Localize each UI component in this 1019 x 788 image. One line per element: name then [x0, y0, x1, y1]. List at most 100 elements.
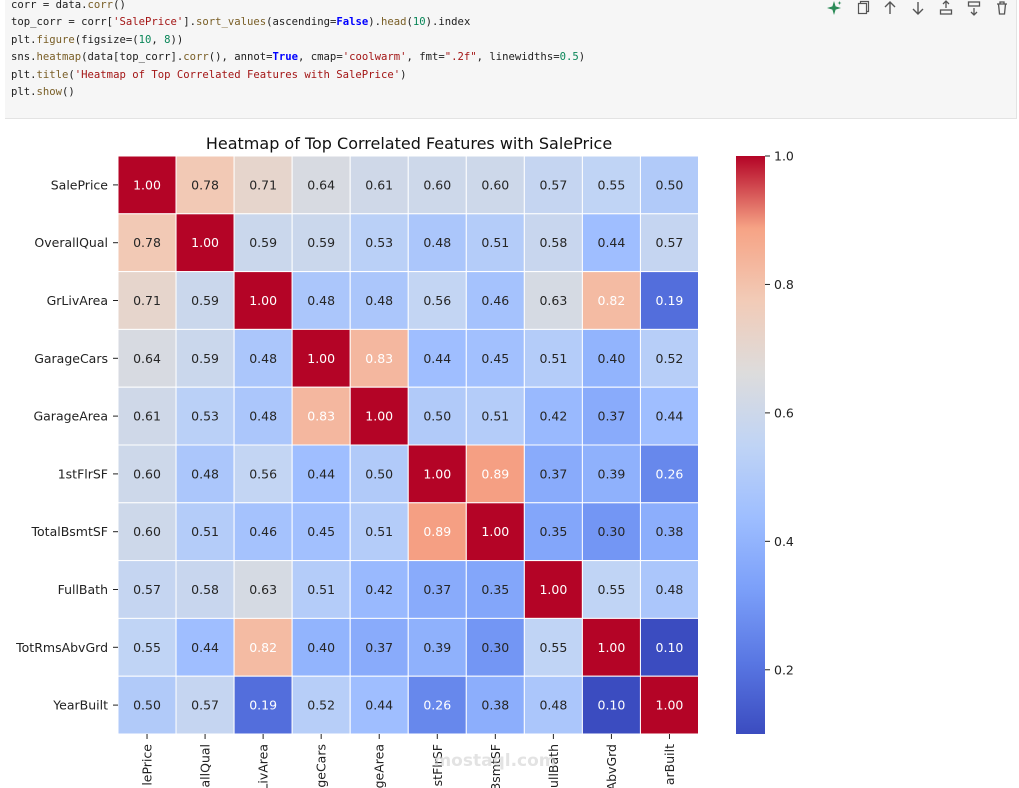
column-tick-label: stFlrSF — [430, 744, 445, 786]
column-tick-label: AbvGrd — [604, 744, 619, 788]
heatmap-cell — [349, 617, 409, 677]
heatmap-cell — [639, 502, 700, 562]
heatmap-cell — [581, 444, 641, 504]
heatmap-cell — [581, 560, 641, 619]
cell-annotation: 1.00 — [539, 582, 567, 597]
cell-annotation: 0.44 — [656, 409, 684, 424]
code-cell[interactable]: corr = data.corr() top_corr = corr['SaleP… — [5, 0, 1017, 119]
cell-annotation: 0.10 — [656, 640, 684, 655]
copy-icon — [857, 0, 870, 15]
arrow-up-button[interactable] — [876, 0, 904, 17]
cell-annotation: 0.63 — [539, 293, 567, 308]
heatmap-cell — [581, 675, 641, 735]
row-tick-label: FullBath — [58, 582, 108, 597]
insert-below-icon — [967, 1, 981, 16]
column-tick-label: 3smtSF — [488, 744, 503, 788]
heatmap-cell — [117, 271, 177, 330]
sparkle-icon — [827, 1, 842, 15]
heatmap-cell — [523, 560, 583, 619]
cell-annotation: 1.00 — [133, 177, 161, 192]
cell-annotation: 1.00 — [656, 698, 684, 713]
colorbar: 0.2 0.4 0.6 0.8 1.0 — [736, 149, 794, 734]
cell-annotation: 0.60 — [481, 177, 509, 192]
heatmap-cell — [581, 328, 641, 388]
cell-annotation: 0.52 — [656, 351, 684, 366]
cell-annotation: 0.48 — [249, 351, 277, 366]
code-editor[interactable]: corr = data.corr() top_corr = corr['SaleP… — [11, 0, 585, 101]
heatmap-cell — [407, 386, 467, 446]
row-tick-label: TotalBsmtSF — [31, 524, 108, 539]
heatmap-cell — [291, 675, 351, 735]
cell-annotation: 0.52 — [307, 698, 335, 713]
heatmap-cell — [465, 560, 525, 619]
heatmap-cell — [291, 444, 351, 504]
heatmap-cell — [407, 328, 467, 388]
cell-annotation: 0.60 — [133, 524, 161, 539]
cell-annotation: 0.19 — [249, 698, 277, 713]
colorbar-tick-label: 1.0 — [774, 149, 794, 164]
cell-annotation: 0.51 — [191, 524, 219, 539]
copy-button[interactable] — [848, 0, 876, 17]
heatmap-cell — [233, 155, 293, 215]
heatmap-cell — [117, 502, 177, 562]
heatmap-cell — [175, 560, 235, 619]
cell-annotation: 0.53 — [365, 235, 393, 250]
row-tick-label: GarageCars — [34, 351, 108, 366]
heatmap-cell — [291, 502, 351, 562]
cell-annotation: 0.59 — [191, 293, 219, 308]
cell-annotation: 0.59 — [249, 235, 277, 250]
cell-annotation: 0.59 — [307, 235, 335, 250]
code-line: corr = data.corr() — [11, 0, 126, 11]
heatmap-cell — [465, 213, 525, 273]
insert-above-button[interactable] — [932, 0, 960, 17]
cell-annotation: 0.71 — [133, 293, 161, 308]
heatmap-cell — [639, 675, 700, 735]
arrow-down-button[interactable] — [904, 0, 932, 17]
cell-annotation: 1.00 — [423, 466, 451, 481]
heatmap-cell — [117, 675, 177, 735]
cell-annotation: 1.00 — [598, 640, 626, 655]
heatmap-cell — [465, 271, 525, 330]
cell-annotation: 0.44 — [365, 698, 393, 713]
insert-below-button[interactable] — [960, 0, 988, 17]
row-tick-label: GarageArea — [33, 409, 108, 424]
cell-annotation: 0.37 — [539, 466, 567, 481]
cell-annotation: 1.00 — [481, 524, 509, 539]
cell-annotation: 0.46 — [249, 524, 277, 539]
cell-annotation: 0.61 — [365, 177, 393, 192]
cell-annotation: 0.48 — [191, 466, 219, 481]
cell-annotation: 1.00 — [249, 293, 277, 308]
cell-annotation: 0.26 — [423, 698, 451, 713]
delete-icon — [997, 1, 1007, 15]
heatmap-cell — [465, 675, 525, 735]
cell-annotation: 0.58 — [539, 235, 567, 250]
delete-button[interactable] — [988, 0, 1016, 17]
chart-title: Heatmap of Top Correlated Features with … — [206, 134, 612, 153]
heatmap-cell — [523, 213, 583, 273]
cell-annotation: 0.71 — [249, 177, 277, 192]
cell-annotation: 0.78 — [191, 177, 219, 192]
colorbar-tick-label: 0.8 — [774, 277, 794, 292]
cell-annotation: 0.57 — [539, 177, 567, 192]
row-tick-label: GrLivArea — [47, 293, 108, 308]
arrow-up-icon — [884, 1, 896, 14]
cell-annotation: 0.45 — [481, 351, 509, 366]
code-line: top_corr = corr['SalePrice'].sort_values… — [11, 16, 471, 29]
heatmap-cell — [349, 675, 409, 735]
cell-annotation: 0.61 — [133, 409, 161, 424]
heatmap-cell — [523, 675, 583, 735]
sparkle-button[interactable] — [820, 0, 848, 17]
cell-annotation: 0.89 — [481, 466, 509, 481]
heatmap-cell — [407, 155, 467, 215]
heatmap-cell — [349, 444, 409, 504]
heatmap-cell — [233, 617, 293, 677]
heatmap-cell — [407, 675, 467, 735]
heatmap-cell — [175, 155, 235, 215]
heatmap-cell — [407, 213, 467, 273]
cell-annotation: 0.60 — [133, 466, 161, 481]
heatmap-cell — [639, 213, 700, 273]
heatmap-cell — [233, 386, 293, 446]
cell-annotation: 0.26 — [656, 466, 684, 481]
column-tick-label: arBuilt — [662, 744, 677, 785]
column-tick-label: lePrice — [140, 744, 155, 786]
